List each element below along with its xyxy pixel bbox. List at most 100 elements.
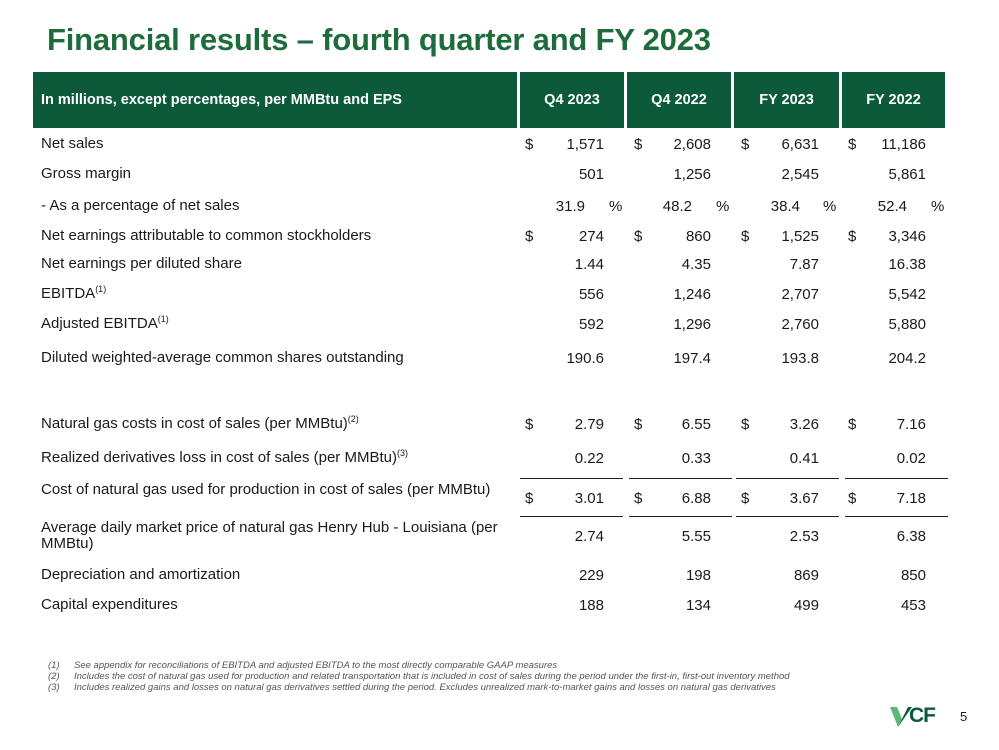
footnote-ref: (1) xyxy=(95,284,107,294)
row-label: Adjusted EBITDA(1) xyxy=(41,315,169,332)
cf-logo-icon xyxy=(890,707,912,727)
row-label-text: Net sales xyxy=(41,135,104,152)
row-label-text: Depreciation and amortization xyxy=(41,566,241,583)
cell-value: 204.2 xyxy=(888,350,926,367)
cell-value: 6.55 xyxy=(681,416,711,433)
row-label-text: Adjusted EBITDA xyxy=(41,315,158,332)
cell-value: 4.35 xyxy=(681,256,711,273)
cell-value: 453 xyxy=(900,597,926,614)
cell-value: 48.2 xyxy=(662,198,692,215)
row-label: Net sales xyxy=(41,136,104,152)
cell-value: 188 xyxy=(578,597,604,614)
dollar-sign: $ xyxy=(634,228,643,245)
row-label: Capital expenditures xyxy=(41,597,178,613)
dollar-sign: $ xyxy=(634,490,643,507)
row-label: Gross margin xyxy=(41,166,131,182)
underline-rule xyxy=(629,478,732,479)
footnote-number: (3) xyxy=(48,682,60,693)
cell-value: 0.33 xyxy=(681,450,711,467)
row-label: Realized derivatives loss in cost of sal… xyxy=(41,448,408,466)
cell-value: 1,256 xyxy=(673,166,711,183)
cell-value: 5,542 xyxy=(888,286,926,303)
cell-value: 501 xyxy=(578,166,604,183)
cell-value: 197.4 xyxy=(673,350,711,367)
header-fy-2023: FY 2023 xyxy=(734,72,839,128)
cell-value: 3,346 xyxy=(888,228,926,245)
cell-value: 134 xyxy=(685,597,711,614)
cell-value: 229 xyxy=(578,567,604,584)
header-q4-2022: Q4 2022 xyxy=(627,72,731,128)
header-fy-2022: FY 2022 xyxy=(842,72,945,128)
cell-value: 0.41 xyxy=(789,450,819,467)
footnote-number: (2) xyxy=(48,671,60,682)
cell-value: 2.53 xyxy=(789,528,819,545)
cell-value: 869 xyxy=(793,567,819,584)
cell-value: 6.88 xyxy=(681,490,711,507)
cell-value: 850 xyxy=(900,567,926,584)
dollar-sign: $ xyxy=(634,136,643,153)
row-label: EBITDA(1) xyxy=(41,284,107,302)
footnote-text: See appendix for reconciliations of EBIT… xyxy=(74,660,558,671)
cell-value: 2,760 xyxy=(781,316,819,333)
dollar-sign: $ xyxy=(741,490,750,507)
row-label: Depreciation and amortization xyxy=(41,567,240,583)
cell-value: 3.26 xyxy=(789,416,819,433)
percent-sign: % xyxy=(716,198,730,215)
row-label: Cost of natural gas used for production … xyxy=(41,482,511,498)
cell-value: 2,707 xyxy=(781,286,819,303)
cell-value: 52.4 xyxy=(877,198,907,215)
row-label: - As a percentage of net sales xyxy=(41,198,239,214)
footnote: (3) Includes realized gains and losses on… xyxy=(48,682,888,693)
percent-sign: % xyxy=(931,198,945,215)
underline-rule xyxy=(845,516,948,517)
cell-value: 1,296 xyxy=(673,316,711,333)
cell-value: 0.02 xyxy=(896,450,926,467)
cell-value: 31.9 xyxy=(555,198,585,215)
underline-rule xyxy=(520,516,623,517)
footnotes: (1) See appendix for reconciliations of E… xyxy=(48,660,888,693)
cell-value: 5,880 xyxy=(888,316,926,333)
row-label-text: EBITDA xyxy=(41,285,96,302)
row-label-text: - As a percentage of net sales xyxy=(41,197,240,214)
dollar-sign: $ xyxy=(525,228,534,245)
dollar-sign: $ xyxy=(525,136,534,153)
cell-value: 5.55 xyxy=(681,528,711,545)
cell-value: 7.87 xyxy=(789,256,819,273)
footnote-text: Includes realized gains and losses on na… xyxy=(74,682,776,693)
row-label-text: Net earnings attributable to common stoc… xyxy=(41,227,372,244)
cell-value: 5,861 xyxy=(888,166,926,183)
cell-value: 11,186 xyxy=(881,136,926,153)
row-label: Net earnings attributable to common stoc… xyxy=(41,228,371,244)
cell-value: 1,246 xyxy=(673,286,711,303)
footnote-text: Includes the cost of natural gas used fo… xyxy=(74,671,790,682)
dollar-sign: $ xyxy=(741,416,750,433)
footnote-ref: (2) xyxy=(347,414,359,424)
cell-value: 6,631 xyxy=(781,136,819,153)
dollar-sign: $ xyxy=(525,416,534,433)
row-label-text: Realized derivatives loss in cost of sal… xyxy=(41,449,397,466)
cell-value: 16.38 xyxy=(888,256,926,273)
row-label-text: Cost of natural gas used for production … xyxy=(41,481,491,498)
cell-value: 2.79 xyxy=(574,416,604,433)
footnote-number: (1) xyxy=(48,660,60,671)
underline-rule xyxy=(629,516,732,517)
cell-value: 2,545 xyxy=(781,166,819,183)
header-q4-2023: Q4 2023 xyxy=(520,72,624,128)
underline-rule xyxy=(520,478,623,479)
cell-value: 3.67 xyxy=(789,490,819,507)
cell-value: 274 xyxy=(578,228,604,245)
row-label-text: Gross margin xyxy=(41,165,132,182)
dollar-sign: $ xyxy=(741,228,750,245)
footnote-ref: (3) xyxy=(396,448,408,458)
row-label-text: Net earnings per diluted share xyxy=(41,255,242,272)
cell-value: 499 xyxy=(793,597,819,614)
percent-sign: % xyxy=(823,198,837,215)
row-label-text: Average daily market price of natural ga… xyxy=(41,519,498,552)
table-header: In millions, except percentages, per MMB… xyxy=(33,72,945,128)
footnote: (1) See appendix for reconciliations of E… xyxy=(48,660,888,671)
cell-value: 592 xyxy=(578,316,604,333)
cell-value: 193.8 xyxy=(781,350,819,367)
dollar-sign: $ xyxy=(848,136,857,153)
row-label-text: Diluted weighted-average common shares o… xyxy=(41,349,404,366)
logo-text: CF xyxy=(909,704,936,727)
